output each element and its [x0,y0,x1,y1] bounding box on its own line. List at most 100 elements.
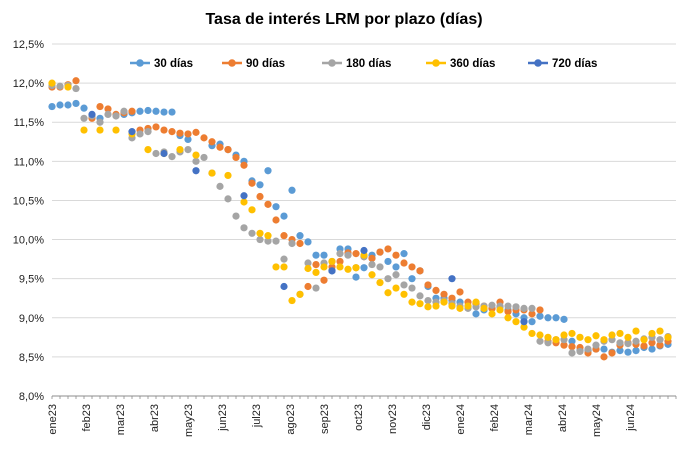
legend-item: 360 días [426,58,495,70]
y-tick-label: 10,5% [13,195,44,207]
data-point [552,314,560,322]
data-point [200,134,208,142]
data-point [336,250,344,258]
data-point [192,157,200,165]
data-point [256,192,264,201]
data-point [640,336,648,344]
data-point [248,206,256,214]
data-point [632,347,640,355]
data-point [576,333,584,341]
data-point [376,278,384,287]
data-point [504,307,512,316]
data-point [112,126,120,134]
data-point [544,314,552,322]
series-180-dias [48,81,672,357]
series-720-dias [88,110,528,326]
legend-marker [328,59,336,67]
data-point [528,310,536,318]
data-point [664,333,672,341]
legend-marker [136,59,144,67]
data-point [584,345,592,353]
data-point [328,257,336,266]
data-point [384,289,392,297]
data-point [536,306,544,314]
data-point [600,336,608,344]
data-point [328,267,336,275]
x-tick-label: may23 [183,404,195,437]
data-point [360,264,368,272]
data-point [568,343,576,351]
data-point [240,192,248,200]
data-point [184,135,192,144]
data-point [224,171,232,180]
data-point [448,302,456,310]
data-point [160,126,168,134]
data-point [520,318,528,326]
data-point [384,257,392,266]
data-point [192,151,200,159]
data-point [136,107,144,115]
data-point [560,315,568,323]
data-point [280,255,288,263]
data-point [584,336,592,344]
data-point [640,342,648,350]
data-point [224,146,232,154]
data-point [624,333,632,341]
data-point [448,275,456,283]
legend-label: 180 días [346,58,391,70]
legend-label: 720 días [552,58,597,70]
data-point [400,250,408,258]
data-point [128,107,136,115]
x-tick-label: nov23 [387,404,399,434]
data-point [408,284,416,292]
data-point [312,251,320,259]
legend-label: 90 días [246,58,285,70]
data-point [472,298,480,306]
data-point [280,212,288,220]
data-point [80,104,88,112]
data-point [392,271,400,279]
data-point [528,304,536,312]
data-point [184,146,192,154]
data-point [272,216,280,224]
data-point [240,161,248,169]
data-point [72,84,80,93]
data-point [632,337,640,345]
x-tick-label: dic23 [421,404,433,430]
data-point [192,167,200,175]
y-tick-label: 11,0% [14,156,45,168]
data-point [256,181,264,189]
data-point [400,259,408,267]
data-point [352,273,360,281]
data-point [96,102,104,111]
y-tick-label: 12,5% [13,39,44,51]
data-point [72,77,80,85]
data-point [656,327,664,335]
x-tick-label: feb24 [489,404,501,432]
data-point [208,169,216,177]
data-point [400,290,408,298]
data-point [48,102,56,111]
y-tick-label: 9,5% [19,274,44,286]
data-point [344,251,352,259]
data-point [392,263,400,271]
data-point [96,126,104,134]
data-point [408,298,416,306]
data-point [528,329,536,338]
data-point [400,281,408,289]
data-point [600,345,608,353]
data-point [248,179,256,187]
data-point [496,306,504,314]
data-point [352,264,360,272]
data-point [376,263,384,271]
data-point [296,239,304,248]
data-point [192,128,200,136]
data-point [368,254,376,262]
data-point [176,146,184,154]
data-point [632,327,640,335]
legend-label: 30 días [154,58,193,70]
data-point [504,314,512,322]
x-tick-label: sep23 [319,404,331,434]
data-point [528,318,536,326]
